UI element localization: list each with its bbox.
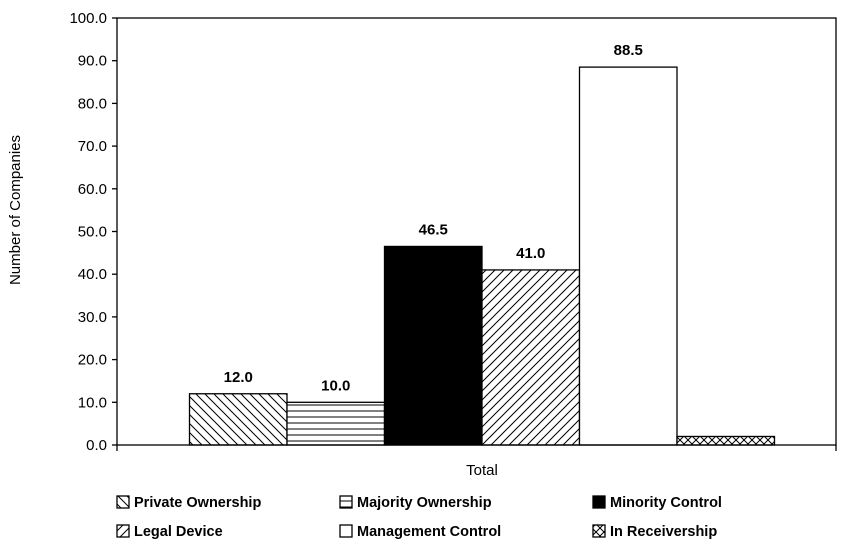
legend-item-legal-device: Legal Device (116, 524, 223, 540)
y-tick-label: 50.0 (78, 224, 107, 241)
legend-label: Management Control (357, 524, 501, 540)
y-tick-label: 80.0 (78, 95, 107, 112)
legend-label: Private Ownership (134, 495, 261, 511)
legend-label: Legal Device (134, 524, 223, 540)
y-tick-labels: 0.0 10.0 20.0 30.0 40.0 50.0 60.0 70.0 80.0 90.0 1… (69, 10, 107, 454)
y-tick-label: 90.0 (78, 53, 107, 70)
legend-label: In Receivership (610, 524, 717, 540)
y-tick-label: 40.0 (78, 266, 107, 283)
y-tick-label: 10.0 (78, 394, 107, 411)
axes (112, 17, 837, 451)
bar-private-ownership (188, 393, 288, 446)
y-tick-label: 30.0 (78, 309, 107, 326)
y-tick-label: 20.0 (78, 352, 107, 369)
bar-legal-device (481, 269, 581, 446)
data-labels: 12.0 10.0 46.5 41.0 88.5 (224, 42, 643, 394)
data-label-private-ownership: 12.0 (224, 369, 253, 386)
y-tick-label: 60.0 (78, 181, 107, 198)
bar-majority-ownership (286, 401, 386, 446)
legend-swatch (116, 524, 130, 538)
bars-group (188, 66, 776, 446)
y-tick-label: 0.0 (86, 437, 107, 454)
legend-swatch (592, 524, 606, 538)
legend-item-private-ownership: Private Ownership (116, 495, 261, 511)
legend-item-majority-ownership: Majority Ownership (339, 495, 492, 511)
legend-label: Majority Ownership (357, 495, 492, 511)
data-label-management-control: 88.5 (614, 42, 643, 59)
legend-item-management-control: Management Control (339, 524, 501, 540)
y-tick-label: 70.0 (78, 138, 107, 155)
bar-minority-control (383, 245, 483, 446)
legend-item-minority-control: Minority Control (592, 495, 722, 511)
legend-swatch (592, 495, 606, 509)
data-label-legal-device: 41.0 (516, 245, 545, 262)
legend-swatch (339, 524, 353, 538)
data-label-minority-control: 46.5 (419, 221, 448, 238)
y-axis-title: Number of Companies (7, 135, 24, 285)
legend-item-in-receivership: In Receivership (592, 524, 717, 540)
bar-management-control (578, 66, 678, 446)
bar-in-receivership (676, 435, 776, 446)
legend-label: Minority Control (610, 495, 722, 511)
legend: Private Ownership Majority Ownership Minor… (116, 495, 722, 540)
legend-swatch (116, 495, 130, 509)
data-label-majority-ownership: 10.0 (321, 377, 350, 394)
y-tick-label: 100.0 (69, 10, 107, 27)
x-axis-title: Total (466, 462, 498, 479)
legend-swatch (339, 495, 353, 509)
